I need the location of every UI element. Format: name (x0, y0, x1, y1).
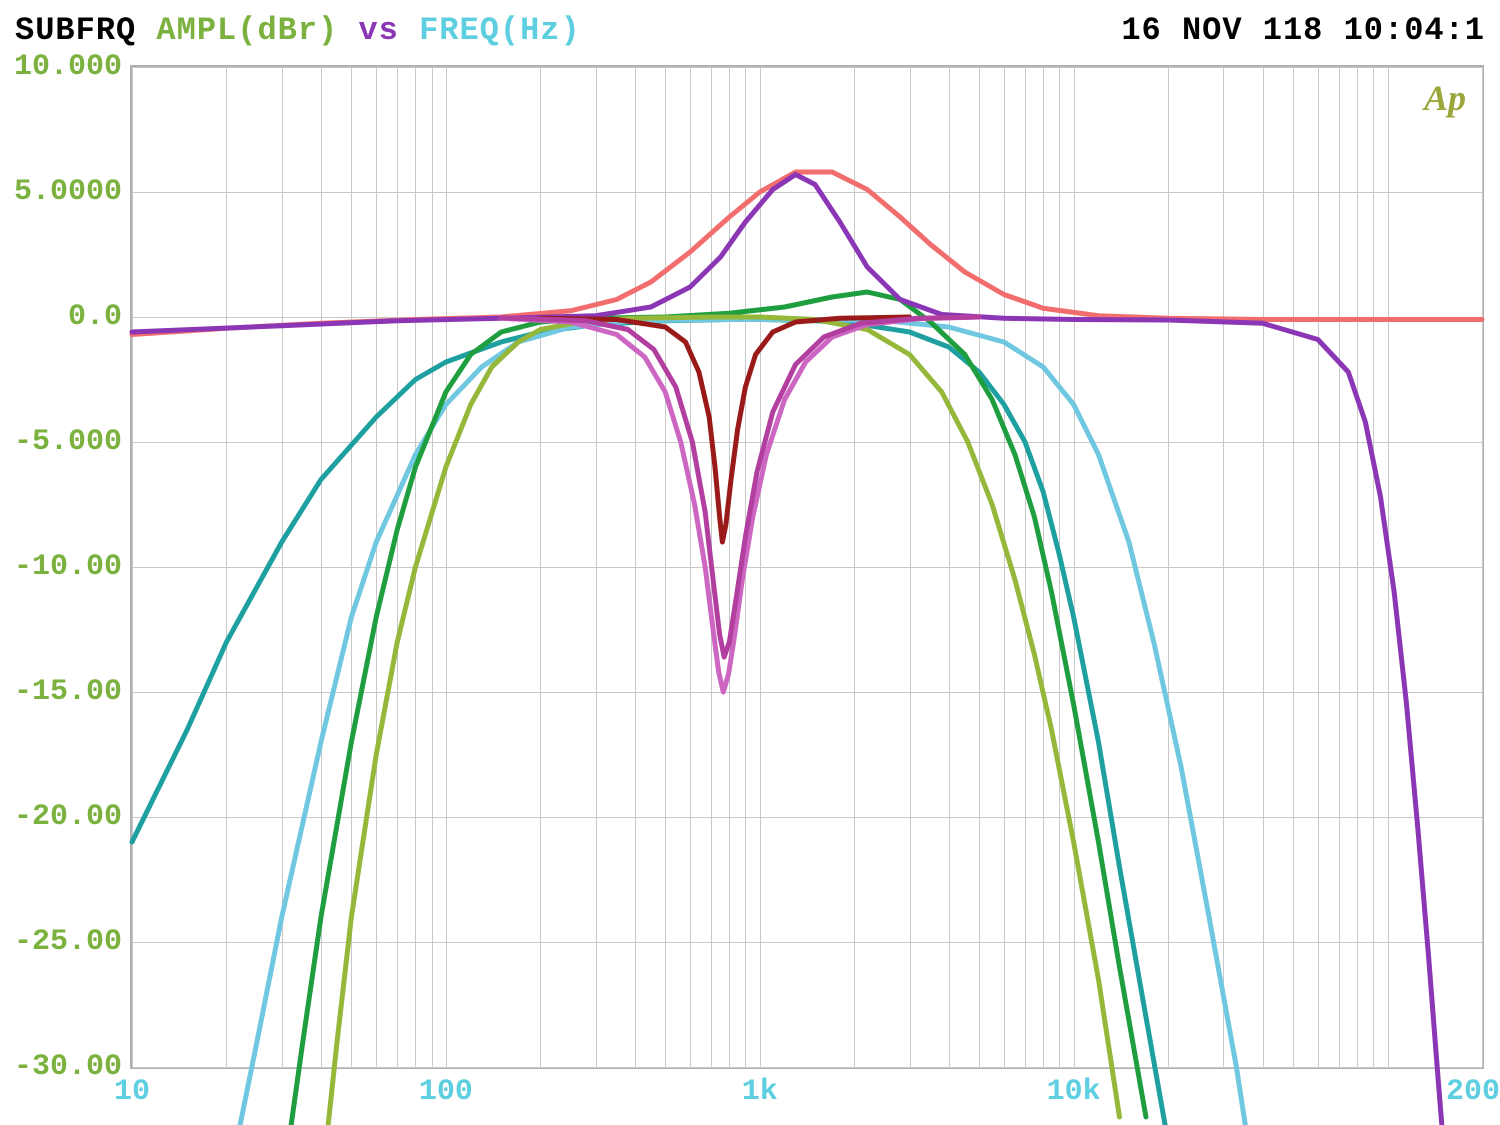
x-axis-label: 100 (419, 1075, 473, 1109)
y-axis-label: -25.00 (14, 925, 122, 959)
y-axis-label: 0.0 (68, 300, 122, 334)
title-left: SUBFRQ AMPL(dBr) vs FREQ(Hz) (15, 12, 581, 49)
title-row: SUBFRQ AMPL(dBr) vs FREQ(Hz) 16 NOV 118 … (15, 10, 1485, 50)
y-axis-label: 10.000 (14, 50, 122, 84)
series-orchid-wide-notch (501, 317, 979, 692)
x-axis-label: 10k (1047, 1075, 1101, 1109)
x-axis-label: 1k (742, 1075, 778, 1109)
chart-container: SUBFRQ AMPL(dBr) vs FREQ(Hz) 16 NOV 118 … (0, 0, 1500, 1125)
y-axis-label: -5.000 (14, 425, 122, 459)
y-axis-label: -30.00 (14, 1050, 122, 1084)
title-part1: SUBFRQ (15, 12, 156, 49)
series-darkred-narrow-notch (540, 317, 909, 542)
y-axis-label: -10.00 (14, 550, 122, 584)
title-part3: vs (338, 12, 419, 49)
plot-area: Ap 10.0005.00000.0-5.000-10.00-15.00-20.… (130, 65, 1484, 1069)
series-green-bandpass (282, 292, 1146, 1125)
y-axis-label: 5.0000 (14, 175, 122, 209)
curves-svg (132, 67, 1482, 1067)
ap-logo: Ap (1424, 77, 1466, 119)
title-part4: FREQ(Hz) (419, 12, 581, 49)
series-coral-wide-peak (132, 172, 1482, 335)
gridline-v (1482, 67, 1483, 1067)
series-teal-bandpass (132, 320, 1168, 1125)
y-axis-label: -20.00 (14, 800, 122, 834)
y-axis-label: -15.00 (14, 675, 122, 709)
x-axis-label: 200k (1446, 1075, 1500, 1109)
series-olive-bandpass (321, 317, 1120, 1125)
title-part2: AMPL(dBr) (156, 12, 338, 49)
title-timestamp: 16 NOV 118 10:04:1 (1121, 12, 1485, 49)
x-axis-label: 10 (114, 1075, 150, 1109)
